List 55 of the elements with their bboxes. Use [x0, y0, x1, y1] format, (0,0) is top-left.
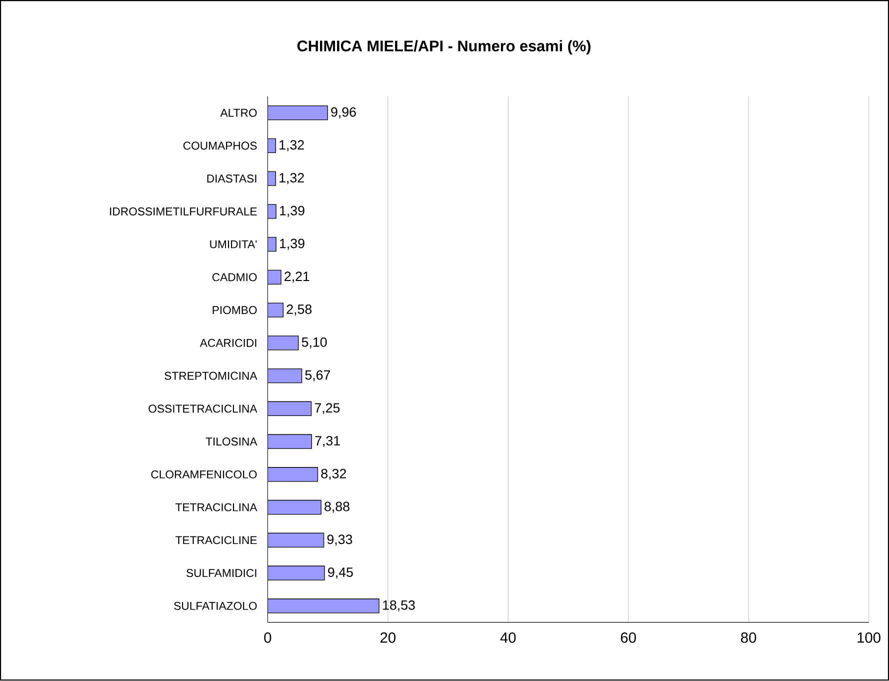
y-tick-label: SULFAMIDICI: [186, 569, 256, 578]
x-tick-label: 100: [858, 632, 880, 643]
x-tick-label: 20: [380, 632, 396, 643]
y-tick-label: IDROSSIMETILFURFURALE: [110, 208, 257, 216]
bar: [268, 336, 299, 350]
data-label: 8,32: [321, 469, 346, 480]
data-label: 7,31: [315, 436, 340, 448]
bar: [268, 204, 276, 219]
data-label: 1,32: [280, 140, 304, 152]
y-tick-label: ALTRO: [220, 108, 257, 118]
x-tick-label: 0: [264, 632, 272, 643]
y-tick-label: ACARICIDI: [200, 339, 256, 348]
bar: [268, 171, 276, 186]
data-label: 2,58: [286, 304, 312, 316]
bar: [268, 467, 318, 482]
y-tick-label: TILOSINA: [206, 438, 258, 446]
data-label: 1,32: [280, 173, 304, 184]
chart-title: CHIMICA MIELE/API - Numero esami (%): [297, 40, 590, 55]
bar: [268, 434, 312, 450]
y-tick-label: CLORAMFENICOLO: [151, 470, 257, 479]
y-tick-label: SULFATIAZOLO: [174, 602, 257, 610]
x-tick-label: 80: [741, 632, 756, 643]
bar: [268, 598, 380, 614]
y-tick-label: COUMAPHOS: [183, 142, 257, 150]
y-tick-label: CADMIO: [212, 273, 257, 282]
bar: [268, 532, 324, 548]
bar: [268, 566, 325, 581]
y-tick-label: DIASTASI: [207, 174, 256, 183]
x-tick-label: 40: [500, 632, 516, 643]
data-label: 2,21: [284, 272, 310, 283]
data-label: 9,33: [327, 534, 352, 546]
y-tick-label: STREPTOMICINA: [164, 372, 258, 380]
x-tick-label: 60: [620, 632, 636, 643]
data-label: 8,88: [324, 502, 350, 513]
data-label: 1,39: [280, 206, 304, 218]
data-label: 9,96: [331, 107, 356, 119]
y-tick-label: OSSITETRACICLINA: [148, 404, 258, 413]
bar: [268, 401, 312, 416]
bar: [268, 138, 276, 154]
data-label: 18,53: [383, 600, 415, 612]
y-tick-label: TETRACICLINE: [176, 536, 257, 544]
bar: [268, 302, 284, 318]
data-label: 7,25: [314, 403, 340, 414]
data-label: 1,39: [280, 238, 304, 250]
bar: [268, 106, 328, 120]
bar: [268, 368, 302, 384]
bar: [268, 237, 276, 252]
y-tick-label: PIOMBO: [212, 306, 257, 314]
y-tick-label: TETRACICLINA: [176, 503, 258, 512]
data-label: 5,10: [302, 338, 327, 349]
bar: [268, 500, 322, 515]
data-label: 9,45: [328, 568, 353, 579]
data-label: 5,67: [305, 370, 330, 382]
y-tick-label: UMIDITA': [210, 240, 257, 248]
bar: [268, 270, 282, 285]
